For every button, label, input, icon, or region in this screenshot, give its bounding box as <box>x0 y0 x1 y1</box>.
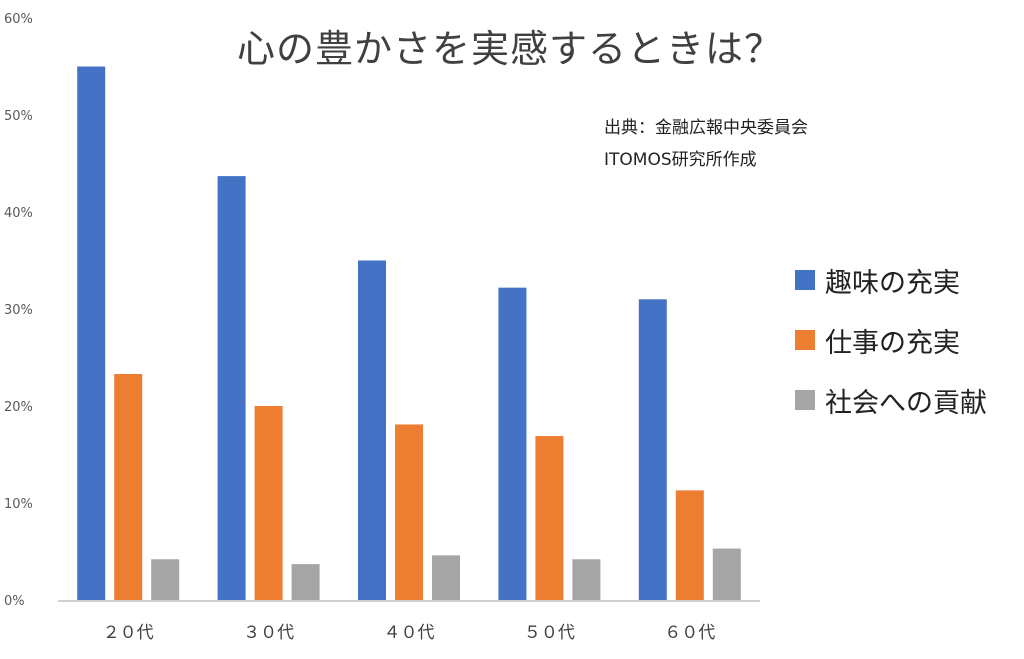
bar-3-5 <box>712 548 741 600</box>
bar-3-2 <box>291 564 320 600</box>
x-tick-label: ５０代 <box>524 623 575 643</box>
bar-1-2 <box>217 176 246 601</box>
x-tick-label: ４０代 <box>384 623 435 643</box>
source-line-2: ITOMOS研究所作成 <box>604 150 757 170</box>
x-tick-label: ３０代 <box>243 623 294 643</box>
legend-label-work: 仕事の充実 <box>825 327 960 359</box>
bar-2-3 <box>395 424 423 600</box>
legend-swatch-work <box>795 330 815 350</box>
legend-item-work: 仕事の充実 <box>795 310 987 370</box>
y-tick-label: 30% <box>4 303 33 318</box>
source-note: 出典：金融広報中央委員会 ITOMOS研究所作成 <box>604 112 808 176</box>
bar-1-1 <box>77 66 106 600</box>
y-tick-label: 20% <box>4 400 33 415</box>
bar-1-3 <box>358 260 386 600</box>
bar-2-2 <box>254 406 283 600</box>
legend-label-society: 社会への貢献 <box>825 387 987 419</box>
y-tick-label: 50% <box>4 109 33 124</box>
legend-swatch-hobby <box>795 270 815 290</box>
y-tick-label: 0% <box>4 594 25 609</box>
legend-item-hobby: 趣味の充実 <box>795 250 987 310</box>
y-tick-label: 10% <box>4 497 33 512</box>
y-tick-label: 40% <box>4 206 33 221</box>
bar-2-4 <box>535 436 564 600</box>
bar-1-5 <box>638 299 667 600</box>
legend-swatch-society <box>795 390 815 410</box>
bar-3-4 <box>572 559 601 600</box>
bar-1-4 <box>498 287 527 600</box>
x-tick-label: ２０代 <box>103 623 154 643</box>
x-tick-label: ６０代 <box>664 623 715 643</box>
legend: 趣味の充実 仕事の充実 社会への貢献 <box>795 250 987 430</box>
bar-2-1 <box>114 373 143 600</box>
y-tick-label: 60% <box>4 12 33 27</box>
chart-title: 心の豊かさを実感するときは？ <box>236 27 783 71</box>
legend-item-society: 社会への貢献 <box>795 370 987 430</box>
bar-3-3 <box>432 555 460 600</box>
bar-2-5 <box>675 490 704 600</box>
legend-label-hobby: 趣味の充実 <box>825 267 960 299</box>
source-line-1: 出典：金融広報中央委員会 <box>604 118 808 138</box>
bar-3-1 <box>151 559 180 600</box>
